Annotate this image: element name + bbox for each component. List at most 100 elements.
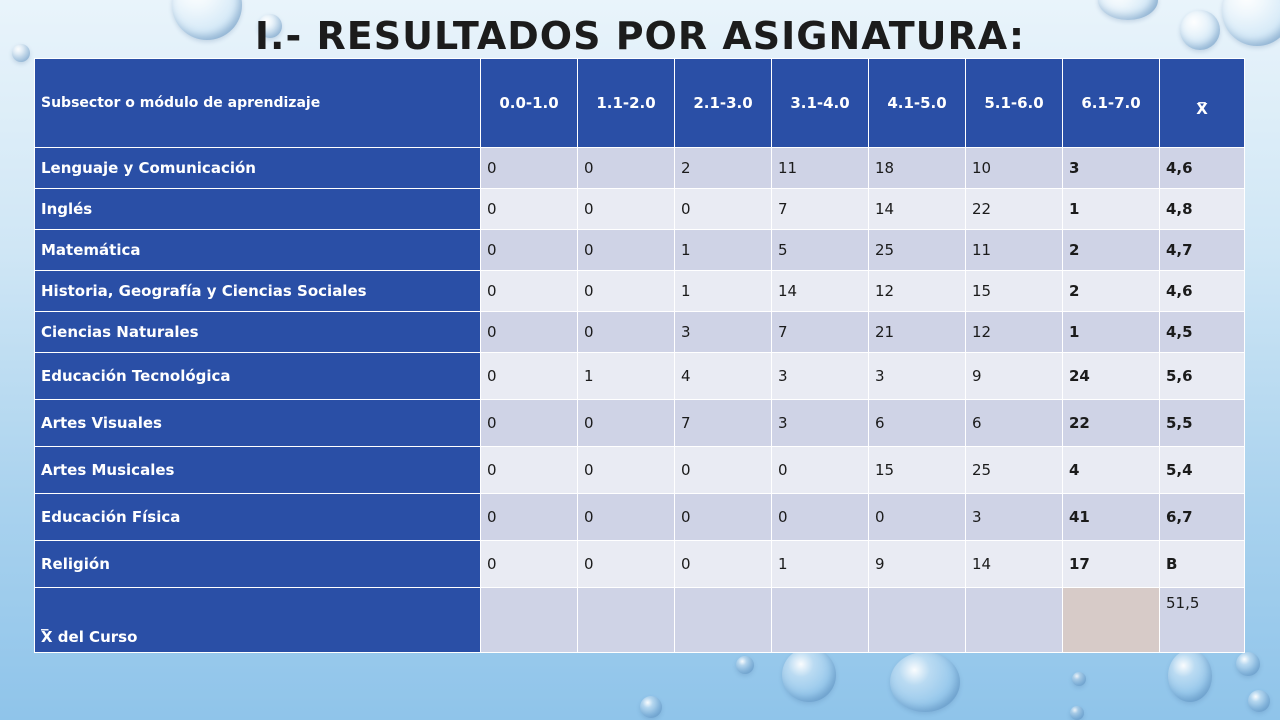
range-column-header: 1.1-2.0 xyxy=(577,58,675,148)
count-cell: 7 xyxy=(771,188,869,230)
subject-cell: Educación Física xyxy=(34,493,481,541)
subject-cell: Ciencias Naturales xyxy=(34,311,481,353)
count-cell: 0 xyxy=(674,493,772,541)
mean-cell: 6,7 xyxy=(1159,493,1245,541)
table-row: Historia, Geografía y Ciencias Sociales … xyxy=(34,270,1245,312)
mean-cell: 5,5 xyxy=(1159,399,1245,447)
count-cell: 0 xyxy=(480,540,578,588)
count-cell: 24 xyxy=(1062,352,1160,400)
count-cell: 0 xyxy=(480,270,578,312)
mean-cell: 4,8 xyxy=(1159,188,1245,230)
empty-cell xyxy=(674,587,772,653)
count-cell: 0 xyxy=(577,446,675,494)
count-cell: 0 xyxy=(577,229,675,271)
count-cell: 0 xyxy=(577,270,675,312)
count-cell: 14 xyxy=(868,188,966,230)
bubble-decoration xyxy=(1070,706,1084,720)
mean-cell: 4,7 xyxy=(1159,229,1245,271)
subject-cell: Educación Tecnológica xyxy=(34,352,481,400)
table-row: Artes Visuales 0 0 7 3 6 6 22 5,5 xyxy=(34,399,1245,447)
mean-cell: 4,5 xyxy=(1159,311,1245,353)
count-cell: 0 xyxy=(577,311,675,353)
count-cell: 0 xyxy=(480,352,578,400)
course-average-row: _ X del Curso 51,5 xyxy=(34,587,1245,653)
count-cell: 14 xyxy=(965,540,1063,588)
bubble-decoration xyxy=(1180,10,1220,50)
empty-cell xyxy=(771,587,869,653)
range-column-header: 3.1-4.0 xyxy=(771,58,869,148)
count-cell: 22 xyxy=(965,188,1063,230)
count-cell: 1 xyxy=(1062,188,1160,230)
count-cell: 10 xyxy=(965,147,1063,189)
count-cell: 0 xyxy=(674,540,772,588)
bubble-decoration xyxy=(782,648,836,702)
table-row: Educación Física 0 0 0 0 0 3 41 6,7 xyxy=(34,493,1245,541)
count-cell: 5 xyxy=(771,229,869,271)
count-cell: 0 xyxy=(771,446,869,494)
mean-cell: B xyxy=(1159,540,1245,588)
count-cell: 12 xyxy=(965,311,1063,353)
count-cell: 41 xyxy=(1062,493,1160,541)
count-cell: 15 xyxy=(868,446,966,494)
count-cell: 12 xyxy=(868,270,966,312)
count-cell: 0 xyxy=(480,446,578,494)
count-cell: 3 xyxy=(771,399,869,447)
table-row: Artes Musicales 0 0 0 0 15 25 4 5,4 xyxy=(34,446,1245,494)
count-cell: 1 xyxy=(674,270,772,312)
count-cell: 0 xyxy=(868,493,966,541)
empty-cell xyxy=(1062,587,1160,653)
subject-cell: Inglés xyxy=(34,188,481,230)
count-cell: 2 xyxy=(674,147,772,189)
mean-cell: 5,6 xyxy=(1159,352,1245,400)
count-cell: 1 xyxy=(771,540,869,588)
count-cell: 2 xyxy=(1062,229,1160,271)
course-average-label: _ X del Curso xyxy=(34,587,481,653)
count-cell: 7 xyxy=(674,399,772,447)
empty-cell xyxy=(577,587,675,653)
count-cell: 0 xyxy=(674,446,772,494)
range-column-header: 4.1-5.0 xyxy=(868,58,966,148)
count-cell: 4 xyxy=(674,352,772,400)
bubble-decoration xyxy=(736,656,754,674)
empty-cell xyxy=(480,587,578,653)
subject-column-header: Subsector o módulo de aprendizaje xyxy=(34,58,481,148)
course-average-value: 51,5 xyxy=(1159,587,1245,653)
table-row: Matemática 0 0 1 5 25 11 2 4,7 xyxy=(34,229,1245,271)
count-cell: 22 xyxy=(1062,399,1160,447)
results-table: Subsector o módulo de aprendizaje 0.0-1.… xyxy=(34,58,1245,653)
count-cell: 0 xyxy=(480,147,578,189)
range-column-header: 2.1-3.0 xyxy=(674,58,772,148)
subject-cell: Matemática xyxy=(34,229,481,271)
count-cell: 4 xyxy=(1062,446,1160,494)
count-cell: 0 xyxy=(577,540,675,588)
count-cell: 15 xyxy=(965,270,1063,312)
mean-cell: 4,6 xyxy=(1159,270,1245,312)
count-cell: 0 xyxy=(577,147,675,189)
table-row: Inglés 0 0 0 7 14 22 1 4,8 xyxy=(34,188,1245,230)
bubble-decoration xyxy=(258,14,282,38)
count-cell: 1 xyxy=(1062,311,1160,353)
count-cell: 0 xyxy=(480,188,578,230)
count-cell: 7 xyxy=(771,311,869,353)
empty-cell xyxy=(965,587,1063,653)
count-cell: 17 xyxy=(1062,540,1160,588)
mean-bar-symbol: _ xyxy=(41,613,49,631)
count-cell: 25 xyxy=(868,229,966,271)
count-cell: 2 xyxy=(1062,270,1160,312)
count-cell: 3 xyxy=(1062,147,1160,189)
subject-cell: Artes Visuales xyxy=(34,399,481,447)
count-cell: 0 xyxy=(577,188,675,230)
count-cell: 21 xyxy=(868,311,966,353)
count-cell: 11 xyxy=(771,147,869,189)
count-cell: 0 xyxy=(480,229,578,271)
mean-header-label: X xyxy=(1196,100,1208,118)
count-cell: 0 xyxy=(674,188,772,230)
subject-cell: Historia, Geografía y Ciencias Sociales xyxy=(34,270,481,312)
count-cell: 11 xyxy=(965,229,1063,271)
subject-cell: Religión xyxy=(34,540,481,588)
table-row: Educación Tecnológica 0 1 4 3 3 9 24 5,6 xyxy=(34,352,1245,400)
mean-cell: 5,4 xyxy=(1159,446,1245,494)
count-cell: 18 xyxy=(868,147,966,189)
page-title: I.- RESULTADOS POR ASIGNATURA: xyxy=(254,14,1026,58)
mean-column-header: _ X xyxy=(1159,58,1245,148)
